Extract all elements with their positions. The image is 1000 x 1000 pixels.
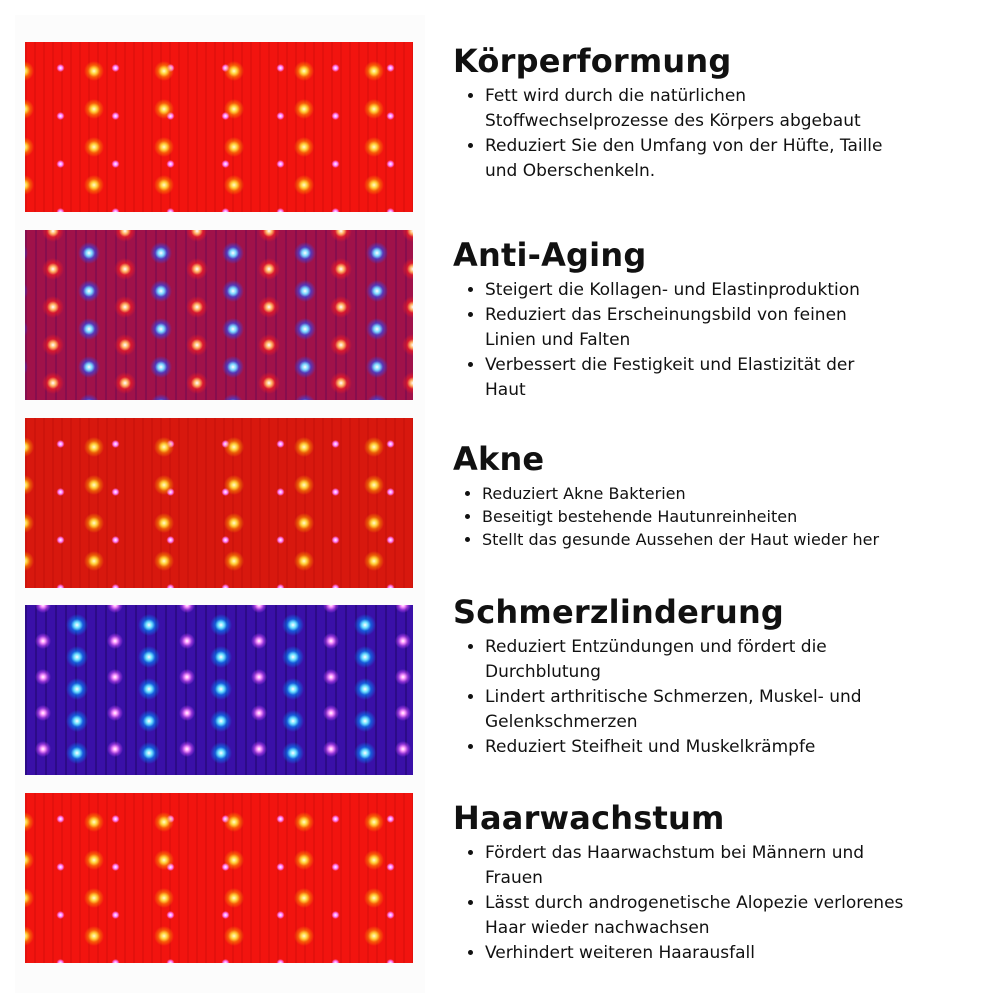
list-item: Reduziert Akne Bakterien <box>482 482 973 505</box>
list-item: Reduziert Sie den Umfang von der Hüfte, … <box>485 134 885 184</box>
list-item: Stellt das gesunde Aussehen der Haut wie… <box>482 528 973 551</box>
section-anti-aging: Anti-Aging Steigert die Kollagen- und El… <box>453 236 973 403</box>
list-item: Verbessert die Festigkeit und Elastizitä… <box>485 353 875 403</box>
section-akne: Akne Reduziert Akne Bakterien Beseitigt … <box>453 440 973 551</box>
list-item: Steigert die Kollagen- und Elastinproduk… <box>485 278 973 303</box>
section-schmerzlinderung: Schmerzlinderung Reduziert Entzündungen … <box>453 593 973 760</box>
section-haarwachstum: Haarwachstum Fördert das Haarwachstum be… <box>453 799 973 966</box>
red-led-panel-image <box>25 42 413 212</box>
list-item: Fördert das Haarwachstum bei Männern und… <box>485 841 905 891</box>
section-title: Anti-Aging <box>453 236 647 274</box>
list-item: Reduziert Steifheit und Muskelkrämpfe <box>485 735 973 760</box>
benefit-list: Steigert die Kollagen- und Elastinproduk… <box>453 278 973 403</box>
list-item: Verhindert weiteren Haarausfall <box>485 941 973 966</box>
list-item: Beseitigt bestehende Hautunreinheiten <box>482 505 973 528</box>
section-title: Akne <box>453 440 545 478</box>
section-title: Körperformung <box>453 42 732 80</box>
benefit-list: Fördert das Haarwachstum bei Männern und… <box>453 841 973 966</box>
red-blue-led-panel-image <box>25 230 413 400</box>
list-item: Fett wird durch die natürlichen Stoffwec… <box>485 84 885 134</box>
red-led-panel-image <box>25 418 413 588</box>
benefit-list: Fett wird durch die natürlichen Stoffwec… <box>453 84 973 184</box>
section-koerperformung: Körperformung Fett wird durch die natürl… <box>453 42 973 184</box>
red-led-panel-image <box>25 793 413 963</box>
section-title: Haarwachstum <box>453 799 725 837</box>
list-item: Reduziert das Erscheinungsbild von feine… <box>485 303 865 353</box>
benefit-list: Reduziert Akne Bakterien Beseitigt beste… <box>453 482 973 551</box>
blue-led-panel-image <box>25 605 413 775</box>
list-item: Lässt durch androgenetische Alopezie ver… <box>485 891 945 941</box>
section-title: Schmerzlinderung <box>453 593 785 631</box>
list-item: Lindert arthritische Schmerzen, Muskel- … <box>485 685 905 735</box>
list-item: Reduziert Entzündungen und fördert die D… <box>485 635 875 685</box>
benefit-list: Reduziert Entzündungen und fördert die D… <box>453 635 973 760</box>
